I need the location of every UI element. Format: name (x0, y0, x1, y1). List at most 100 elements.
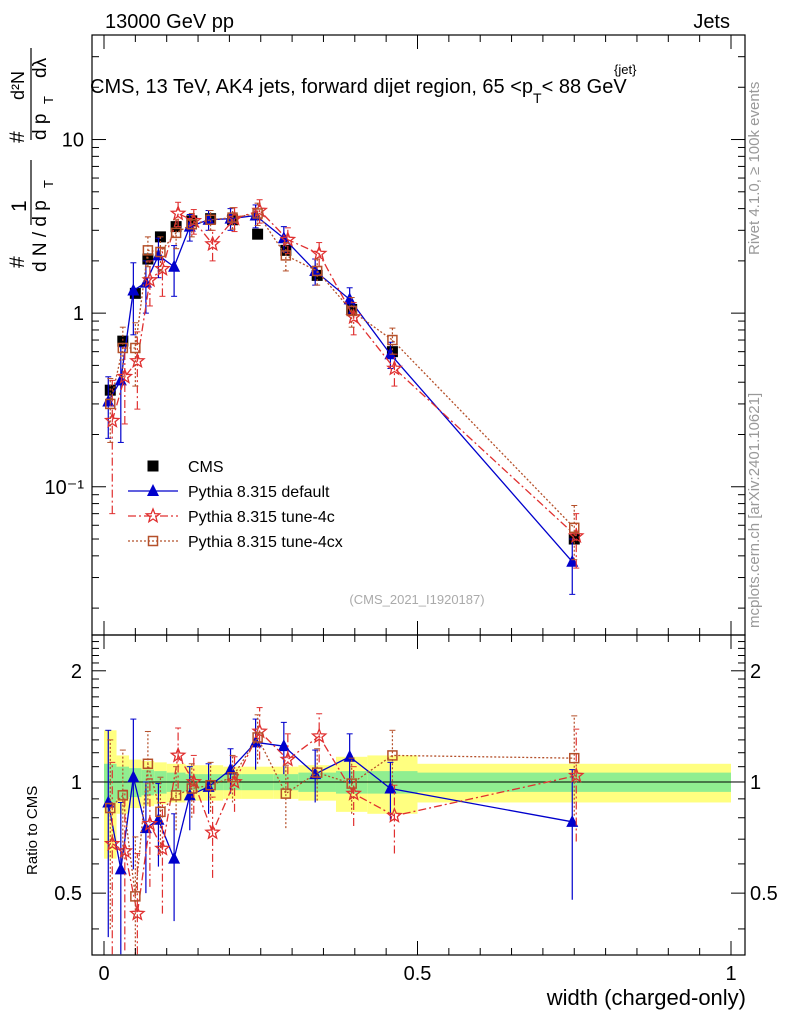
cms-point (186, 215, 198, 227)
pythia-8-315-tune-4c-ratio-point (567, 766, 585, 783)
pythia-8-315-tune-4c-point (204, 235, 221, 252)
plot-title-superscript: {jet} (614, 62, 637, 77)
legend-label-cms: CMS (188, 459, 224, 476)
pythia-8-315-tune-4cx-ratio-point (105, 802, 116, 814)
pythia-8-315-tune-4c-point (128, 352, 146, 369)
pythia-8-315-tune-4c-point (310, 244, 328, 261)
cms-point (142, 253, 154, 265)
ratio-y-tick-label-right: 0.5 (750, 883, 778, 905)
pythia-8-315-tune-4c-ratio-point (154, 839, 171, 856)
pythia-8-315-default-ratio-point (183, 788, 196, 801)
pythia-8-315-tune-4c-ratio-point (141, 815, 159, 832)
pythia-8-315-tune-4cx-ratio-point (130, 891, 141, 902)
pythia-8-315-default-point (168, 259, 181, 272)
pythia-8-315-tune-4c-ratio-point (185, 773, 203, 790)
pythia-8-315-default-ratio-point (277, 739, 290, 752)
header-category: Jets (693, 11, 730, 33)
pythia-8-315-tune-4cx-ratio-point (142, 758, 154, 770)
pythia-8-315-tune-4cx-point (155, 246, 166, 258)
y-tick-label: 1 (73, 303, 84, 325)
ratio-y-tick-label-right: 1 (750, 772, 761, 794)
legend-marker-pythia-8-315-tune-4c (144, 507, 162, 524)
pythia-8-315-default-ratio-point (343, 749, 356, 762)
pythia-8-315-tune-4c-ratio-point (279, 750, 297, 767)
pythia-8-315-tune-4cx-point (227, 212, 238, 223)
pythia-8-315-tune-4c-point (567, 527, 585, 544)
pythia-8-315-tune-4c-point (386, 359, 403, 376)
pythia-8-315-tune-4cx-ratio-point (205, 779, 216, 791)
ratio-frame-border (91, 634, 746, 956)
pythia-8-315-default-ratio-point (168, 851, 181, 864)
svg-text:d p: d p (30, 114, 51, 140)
pythia-8-315-tune-4cx-point (105, 398, 116, 410)
cms-point (117, 335, 129, 347)
legend-marker-pythia-8-315-tune-4cx (147, 535, 159, 547)
x-axis-label: width (charged-only) (546, 985, 746, 1010)
pythia-8-315-default-point (127, 283, 140, 296)
x-tick-label: 0.5 (404, 963, 432, 985)
x-tick-label: 1 (725, 963, 736, 985)
ratio-y-tick-label: 0.5 (54, 883, 82, 905)
pythia-8-315-tune-4cx-ratio-point (155, 806, 166, 818)
y-tick-label: 10 (62, 130, 84, 152)
pythia-8-315-tune-4cx-point (130, 342, 141, 354)
pythia-8-315-tune-4cx-point (186, 219, 198, 230)
pythia-8-315-tune-4c-ratio-point (345, 784, 363, 801)
pythia-8-315-tune-4cx-point (569, 522, 580, 534)
pythia-8-315-tune-4cx-ratio-point (252, 732, 263, 743)
plot-title: CMS, 13 TeV, AK4 jets, forward dijet reg… (90, 76, 627, 106)
pythia-8-315-tune-4cx-ratio-point (186, 783, 198, 794)
legend-label-pythia-8-315-tune-4cx: Pythia 8.315 tune-4cx (188, 534, 343, 551)
pythia-8-315-tune-4c-point (116, 368, 134, 384)
svg-text:T: T (41, 96, 56, 104)
pythia-8-315-default-point (384, 347, 397, 360)
cms-point (252, 228, 264, 240)
pythia-8-315-tune-4c-ratio-point (116, 842, 134, 859)
pythia-8-315-tune-4c-ratio-point (204, 823, 221, 840)
pythia-8-315-tune-4c-point (169, 204, 187, 221)
pythia-8-315-tune-4cx-point (346, 305, 357, 317)
pythia-8-315-tune-4cx-ratio-point (311, 767, 323, 778)
svg-text:T: T (41, 180, 56, 188)
pythia-8-315-tune-4cx-point (387, 334, 398, 346)
pythia-8-315-tune-4c-ratio-point (386, 807, 403, 823)
analysis-id: (CMS_2021_I1920187) (349, 592, 484, 607)
pythia-8-315-default-point (152, 248, 165, 261)
pythia-8-315-tune-4c-ratio-line (111, 730, 577, 914)
pythia-8-315-tune-4c-ratio-point (129, 904, 146, 921)
ratio-y-tick-label-right: 2 (750, 661, 761, 683)
pythia-8-315-tune-4c-ratio-point (310, 727, 328, 744)
pythia-8-315-default-ratio-point (114, 862, 127, 875)
pythia-8-315-tune-4cx-line (109, 212, 575, 529)
pythia-8-315-default-point (343, 292, 356, 305)
pythia-8-315-tune-4cx-point (280, 250, 292, 261)
pythia-8-315-tune-4c-ratio-point (103, 834, 121, 851)
pythia-8-315-tune-4c-ratio-point (226, 773, 243, 790)
pythia-8-315-tune-4c-line (111, 209, 577, 537)
pythia-8-315-tune-4cx-ratio-point (280, 788, 292, 799)
pythia-8-315-default-ratio-point (224, 762, 237, 775)
pythia-8-315-tune-4cx-point (252, 208, 263, 219)
pythia-8-315-tune-4c-point (103, 411, 121, 428)
main-ylabel: # 1 d N / d p T # d²N d p T dλ (6, 48, 56, 272)
pythia-8-315-default-ratio-point (384, 781, 397, 794)
pythia-8-315-tune-4c-ratio-point (169, 746, 187, 763)
ratio-y-tick-label: 2 (71, 661, 82, 683)
svg-text:d²N: d²N (8, 71, 28, 100)
ratio-ylabel: Ratio to CMS (24, 786, 41, 875)
rivet-version-label: Rivet 4.1.0, ≥ 100k events (746, 82, 763, 255)
pythia-8-315-tune-4cx-point (117, 342, 129, 354)
svg-text:#: # (6, 131, 29, 143)
header-energy: 13000 GeV pp (105, 11, 234, 33)
mcplots-source-label: mcplots.cern.ch [arXiv:2401.10621] (746, 393, 763, 628)
pythia-8-315-tune-4cx-ratio-point (569, 752, 580, 764)
svg-text:dλ: dλ (30, 57, 51, 78)
pythia-8-315-tune-4cx-point (170, 227, 182, 239)
ratio-y-tick-label: 1 (71, 772, 82, 794)
y-tick-label: 10⁻¹ (45, 477, 85, 499)
pythia-8-315-tune-4cx-ratio-point (170, 790, 182, 801)
pythia-8-315-tune-4cx-point (205, 214, 216, 226)
pythia-8-315-tune-4cx-ratio-point (227, 771, 238, 783)
pythia-8-315-default-ratio-point (127, 770, 140, 783)
